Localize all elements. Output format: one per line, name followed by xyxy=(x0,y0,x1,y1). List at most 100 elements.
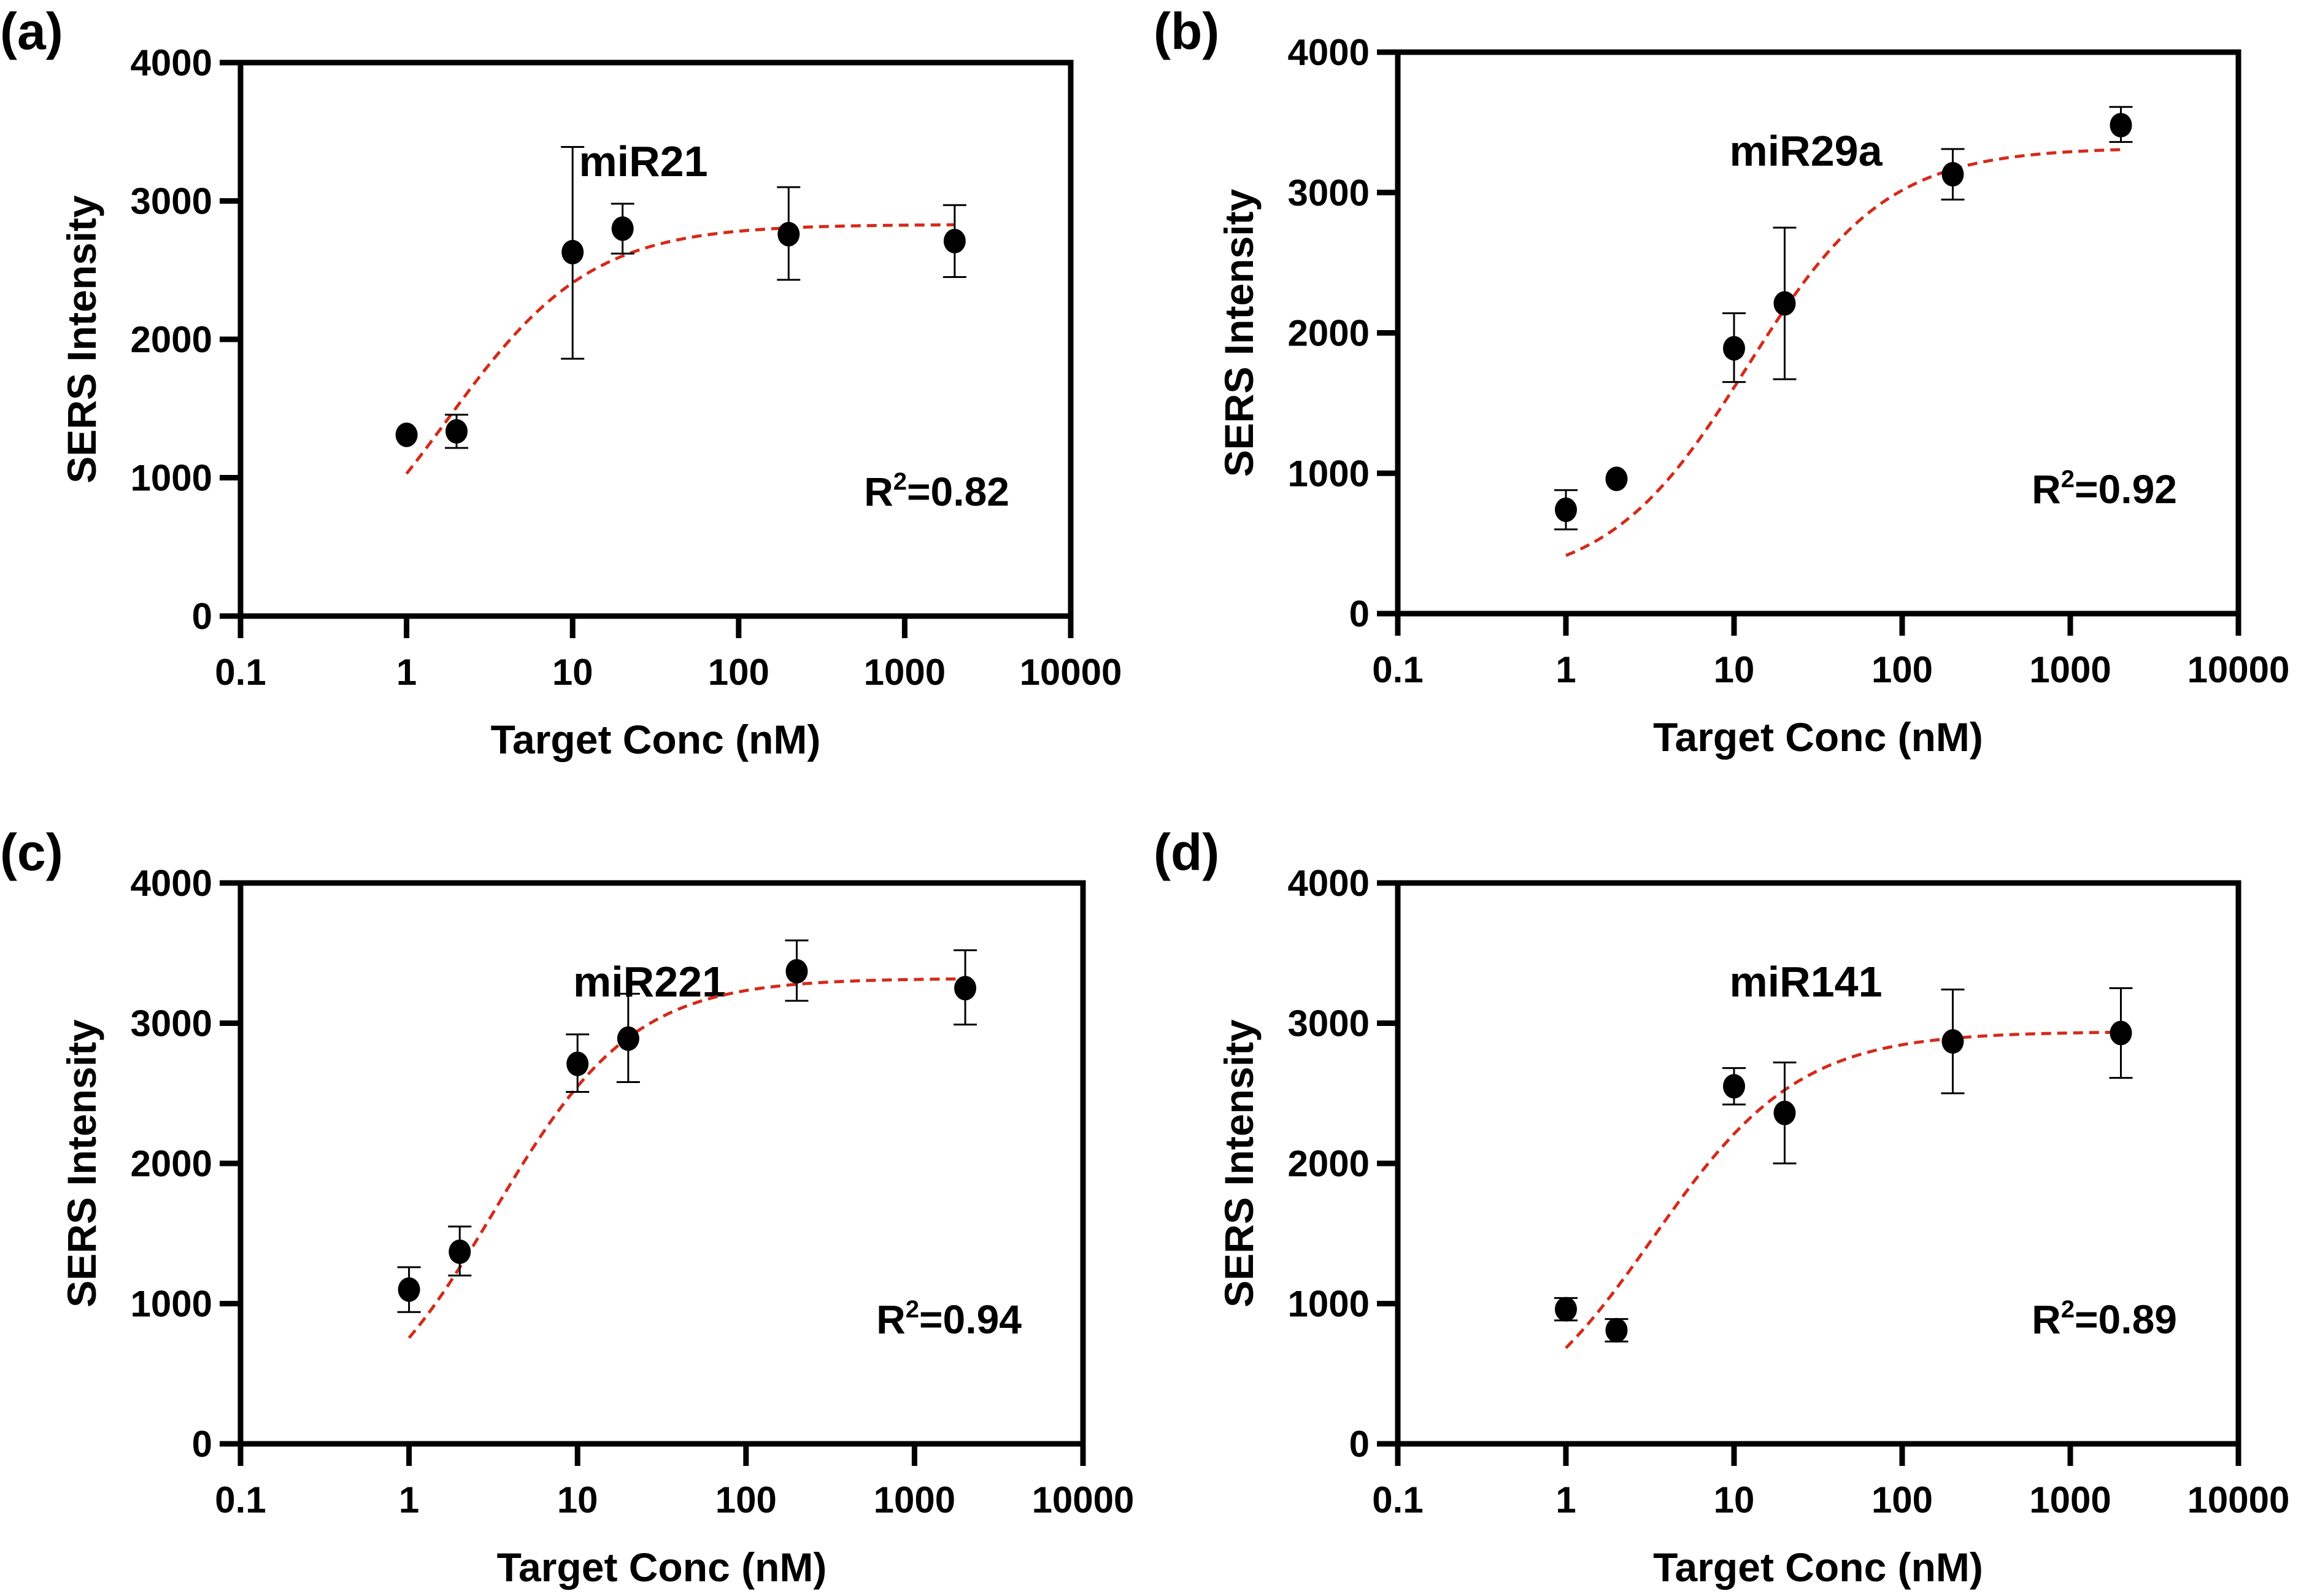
data-point xyxy=(449,1239,471,1264)
data-point xyxy=(611,216,634,241)
x-tick-label: 1000 xyxy=(2029,649,2111,690)
data-point xyxy=(954,976,977,1001)
y-tick-label: 4000 xyxy=(131,863,212,904)
x-tick-label: 10000 xyxy=(2187,1479,2290,1521)
data-point xyxy=(2110,1020,2132,1046)
x-axis-title: Target Conc (nM) xyxy=(1653,714,1983,760)
fit-curve xyxy=(405,223,955,475)
x-axis-title: Target Conc (nM) xyxy=(1653,1544,1983,1590)
x-tick-label: 1 xyxy=(1555,1479,1576,1521)
data-point xyxy=(395,422,418,447)
x-tick-label: 10 xyxy=(557,1479,598,1521)
x-tick-label: 0.1 xyxy=(1372,649,1423,690)
y-axis-title: SERS Intensity xyxy=(1216,1019,1262,1308)
r-squared-symbol: R xyxy=(2032,466,2061,512)
chart-panel-a: (a) 0 1000 2000 3000 4000 0.1 1 10 100 1000 10000 Ta… xyxy=(0,2,1122,762)
y-tick-label: 1000 xyxy=(1288,1284,1370,1325)
x-tick-label: 10 xyxy=(1714,1479,1755,1521)
fit-curve xyxy=(407,977,966,1339)
r-squared-value: =0.92 xyxy=(2075,466,2177,512)
chart-panel-d: (d) 0 1000 2000 3000 4000 0.1 1 10 100 1000 10000 Ta… xyxy=(1154,823,2289,1590)
panel-label: (c) xyxy=(0,823,63,881)
r-squared-annotation: R2=0.94 xyxy=(876,1296,1022,1342)
x-tick-label: 10 xyxy=(1714,649,1755,690)
y-tick-label: 2000 xyxy=(1288,313,1370,354)
data-point xyxy=(1723,1074,1745,1099)
x-tick-label: 100 xyxy=(1871,649,1933,690)
y-tick-label: 3000 xyxy=(1288,172,1370,214)
y-tick-label: 3000 xyxy=(131,181,212,222)
x-tick-label: 10000 xyxy=(2187,649,2290,690)
r-squared-superscript: 2 xyxy=(2061,1296,2075,1323)
r-squared-annotation: R2=0.89 xyxy=(2032,1296,2177,1342)
y-tick-label: 2000 xyxy=(131,1143,212,1184)
y-tick-label: 2000 xyxy=(1288,1143,1370,1184)
y-tick-label: 2000 xyxy=(131,319,212,360)
y-tick-label: 1000 xyxy=(1288,453,1370,494)
y-axis-title: SERS Intensity xyxy=(1216,188,1262,477)
x-tick-label: 1 xyxy=(399,1479,419,1521)
r-squared-annotation: R2=0.82 xyxy=(864,468,1009,514)
y-axis-title: SERS Intensity xyxy=(59,195,104,484)
x-tick-label: 1000 xyxy=(864,652,946,693)
chart-panel-b: (b) 0 1000 2000 3000 4000 0.1 1 10 100 1000 10000 Ta… xyxy=(1154,2,2289,760)
x-tick-label: 1000 xyxy=(2029,1479,2111,1521)
data-point xyxy=(561,239,584,264)
data-point xyxy=(943,228,966,253)
r-squared-superscript: 2 xyxy=(893,468,907,495)
data-point xyxy=(1555,1297,1577,1322)
y-tick-label: 0 xyxy=(1349,593,1370,634)
data-point xyxy=(445,418,468,444)
data-point xyxy=(1605,466,1628,492)
data-point xyxy=(1723,336,1745,361)
series-title: miR141 xyxy=(1729,958,1882,1006)
data-point xyxy=(777,222,800,247)
x-axis-title: Target Conc (nM) xyxy=(497,1544,827,1590)
r-squared-symbol: R xyxy=(864,469,893,514)
series-title: miR221 xyxy=(573,958,726,1006)
y-tick-label: 0 xyxy=(192,596,212,637)
y-tick-label: 3000 xyxy=(1288,1003,1370,1044)
y-axis-title: SERS Intensity xyxy=(59,1019,104,1308)
data-point xyxy=(1941,1029,1964,1054)
data-point xyxy=(617,1026,639,1051)
series-title: miR29a xyxy=(1729,127,1883,175)
data-point xyxy=(1555,497,1577,522)
data-point xyxy=(1605,1317,1628,1343)
data-point xyxy=(1773,1100,1796,1125)
x-tick-label: 1 xyxy=(396,652,417,693)
y-tick-label: 4000 xyxy=(131,42,212,83)
r-squared-symbol: R xyxy=(2032,1297,2061,1342)
x-tick-label: 100 xyxy=(1871,1479,1933,1521)
x-tick-label: 10000 xyxy=(1020,652,1122,693)
fit-curve xyxy=(1565,1030,2121,1349)
y-tick-label: 3000 xyxy=(131,1003,212,1044)
y-tick-label: 1000 xyxy=(131,1284,212,1325)
x-tick-label: 10 xyxy=(552,652,593,693)
x-tick-label: 100 xyxy=(708,652,769,693)
x-tick-label: 1 xyxy=(1555,649,1576,690)
series-title: miR21 xyxy=(579,137,707,185)
y-tick-label: 4000 xyxy=(1288,863,1370,904)
x-tick-label: 0.1 xyxy=(215,1479,266,1521)
x-axis-title: Target Conc (nM) xyxy=(491,717,821,762)
y-tick-label: 4000 xyxy=(1288,32,1370,73)
panel-label: (b) xyxy=(1154,2,1219,60)
r-squared-superscript: 2 xyxy=(2061,466,2075,493)
x-tick-label: 100 xyxy=(715,1479,777,1521)
data-point xyxy=(398,1277,420,1302)
chart-panel-c: (c) 0 1000 2000 3000 4000 0.1 1 10 100 1000 10000 Ta… xyxy=(0,823,1134,1590)
fit-curve xyxy=(1565,148,2121,557)
data-point xyxy=(785,958,808,984)
x-tick-label: 1000 xyxy=(874,1479,955,1521)
data-point xyxy=(1941,162,1964,187)
panel-label: (d) xyxy=(1154,823,1219,881)
r-squared-value: =0.89 xyxy=(2075,1297,2177,1342)
data-point xyxy=(2110,112,2132,137)
x-tick-label: 0.1 xyxy=(215,652,266,693)
r-squared-value: =0.94 xyxy=(919,1297,1022,1342)
panel-label: (a) xyxy=(0,2,63,60)
r-squared-value: =0.82 xyxy=(907,469,1009,514)
r-squared-annotation: R2=0.92 xyxy=(2032,466,2177,512)
y-tick-label: 0 xyxy=(1349,1424,1370,1465)
